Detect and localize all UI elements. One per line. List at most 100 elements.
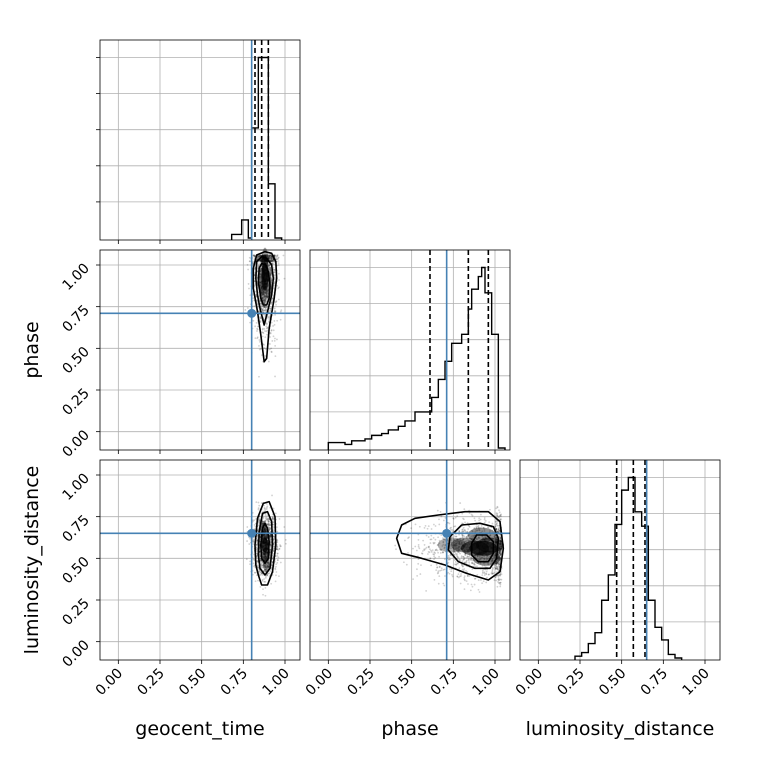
sample-point bbox=[256, 255, 259, 258]
sample-point bbox=[261, 296, 264, 299]
sample-point bbox=[259, 320, 262, 323]
sample-point bbox=[255, 295, 258, 298]
sample-point bbox=[269, 267, 271, 269]
sample-point bbox=[272, 535, 275, 538]
sample-point bbox=[260, 259, 263, 261]
sample-point bbox=[262, 292, 265, 294]
hist-step-geocent_time bbox=[230, 56, 283, 240]
sample-point bbox=[252, 558, 255, 561]
sample-point bbox=[496, 524, 498, 527]
sample-point bbox=[283, 277, 286, 280]
sample-point bbox=[273, 309, 276, 312]
sample-point bbox=[270, 329, 273, 331]
x-tick-label: 0.00 bbox=[93, 666, 126, 699]
sample-point bbox=[268, 268, 271, 271]
sample-point bbox=[268, 256, 271, 259]
sample-point bbox=[279, 544, 281, 546]
sample-point bbox=[471, 558, 473, 561]
sample-point bbox=[431, 549, 434, 552]
x-tick-label: 0.00 bbox=[513, 666, 546, 699]
sample-point bbox=[470, 556, 473, 559]
contour-panel-phase-luminosity-distance bbox=[309, 459, 511, 661]
sample-point bbox=[468, 525, 470, 527]
sample-point bbox=[485, 570, 488, 573]
sample-point bbox=[276, 254, 279, 257]
sample-point bbox=[448, 572, 451, 575]
sample-point bbox=[262, 332, 265, 334]
sample-point bbox=[496, 522, 498, 525]
sample-point bbox=[274, 355, 277, 357]
sample-point bbox=[257, 255, 260, 258]
sample-point bbox=[282, 254, 285, 257]
sample-point bbox=[264, 297, 267, 300]
sample-point bbox=[272, 259, 274, 262]
sample-point bbox=[275, 258, 278, 260]
sample-point bbox=[272, 521, 275, 523]
sample-point bbox=[259, 259, 262, 262]
sample-point bbox=[259, 277, 261, 279]
sample-point bbox=[268, 264, 270, 267]
sample-point bbox=[473, 517, 476, 520]
sample-point bbox=[417, 543, 420, 546]
sample-point bbox=[270, 329, 273, 332]
sample-point bbox=[263, 309, 266, 312]
sample-point bbox=[269, 570, 272, 572]
sample-point bbox=[479, 518, 482, 521]
sample-point bbox=[435, 563, 438, 566]
sample-point bbox=[270, 269, 272, 272]
sample-point bbox=[271, 494, 273, 497]
y-tick-label: 0.00 bbox=[59, 427, 92, 460]
sample-point bbox=[496, 514, 499, 517]
sample-point bbox=[269, 307, 272, 310]
sample-point bbox=[434, 525, 437, 527]
x-tick-label: 0.75 bbox=[218, 666, 251, 699]
x-tick-label: 0.25 bbox=[134, 666, 167, 699]
sample-point bbox=[269, 268, 272, 271]
sample-point bbox=[450, 570, 453, 573]
sample-point bbox=[266, 327, 269, 329]
sample-point bbox=[257, 508, 260, 511]
sample-point bbox=[276, 254, 278, 257]
sample-point bbox=[247, 268, 250, 271]
sample-point bbox=[262, 293, 265, 296]
sample-point bbox=[278, 518, 281, 520]
x-tick-label: 1.00 bbox=[259, 666, 292, 699]
sample-point bbox=[438, 575, 441, 578]
sample-point bbox=[463, 578, 466, 581]
sample-point bbox=[273, 261, 276, 263]
sample-point bbox=[443, 584, 446, 587]
sample-point bbox=[438, 523, 441, 526]
sample-point bbox=[276, 255, 279, 258]
sample-point bbox=[278, 279, 280, 281]
sample-point bbox=[275, 526, 278, 529]
sample-point bbox=[276, 548, 279, 551]
sample-point bbox=[252, 254, 255, 257]
sample-point bbox=[275, 303, 277, 306]
grid-phase-hist bbox=[310, 250, 510, 450]
sample-point bbox=[268, 254, 270, 257]
sample-point bbox=[270, 301, 273, 304]
sample-point bbox=[442, 519, 445, 522]
sample-point bbox=[492, 567, 494, 570]
sample-point bbox=[254, 580, 257, 583]
sample-point bbox=[269, 535, 272, 538]
sample-point bbox=[432, 541, 435, 544]
sample-point bbox=[267, 520, 270, 523]
sample-point bbox=[264, 295, 267, 297]
grid-geocent-time-hist bbox=[100, 40, 300, 240]
sample-point bbox=[267, 572, 270, 575]
sample-point bbox=[266, 293, 268, 295]
sample-point bbox=[423, 544, 426, 546]
sample-point bbox=[261, 254, 264, 257]
sample-point bbox=[259, 281, 262, 284]
sample-point bbox=[273, 339, 276, 342]
sample-point bbox=[427, 536, 430, 538]
sample-point bbox=[261, 254, 264, 257]
sample-point bbox=[468, 575, 471, 577]
sample-point bbox=[255, 321, 258, 324]
sample-point bbox=[255, 501, 258, 504]
sample-point bbox=[266, 322, 268, 325]
sample-point bbox=[417, 545, 420, 548]
sample-point bbox=[494, 576, 497, 578]
